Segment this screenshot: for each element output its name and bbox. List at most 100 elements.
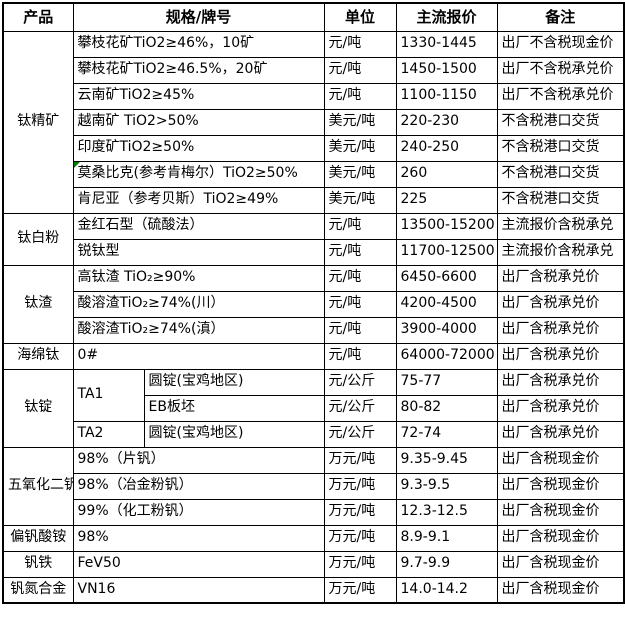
table-row: 越南矿 TiO2>50% 美元/吨 220-230 不含税港口交货 (3, 108, 625, 136)
price-cell: 1330-1445 (395, 30, 498, 58)
spec-cell: 酸溶渣TiO₂≥74%(川） (72, 290, 325, 318)
unit-cell: 美元/吨 (323, 160, 397, 188)
spec-cell: 云南矿TiO2≥45% (72, 82, 325, 110)
table-row: 钛渣 高钛渣 TiO₂≥90% 元/吨 6450-6600 出厂含税承兑价 (2, 264, 625, 344)
table-row: 99%（化工粉钒） 万元/吨 12.3-12.5 出厂含税现金价 (3, 498, 625, 526)
grade-cell: TA2 (72, 420, 145, 448)
column-header-product: 产品 (2, 2, 74, 32)
product-cell: 偏钒酸铵 (2, 524, 74, 552)
spec-text: 莫桑比克(参考肯梅尔）TiO2≥50% (77, 165, 298, 182)
column-header-price: 主流报价 (395, 2, 498, 32)
product-cell: 钛渣 (2, 264, 74, 344)
unit-cell: 美元/吨 (323, 186, 397, 214)
price-cell: 14.0-14.2 (395, 576, 498, 604)
unit-cell: 万元/吨 (323, 524, 397, 552)
note-cell: 出厂含税现金价 (496, 550, 625, 578)
product-cell: 钛白粉 (2, 212, 74, 266)
spec-cell: 越南矿 TiO2>50% (72, 108, 325, 136)
unit-cell: 万元/吨 (323, 446, 397, 474)
note-cell: 出厂含税承兑价 (496, 394, 625, 422)
price-cell: 240-250 (395, 134, 498, 162)
column-header-note: 备注 (496, 2, 625, 32)
table-row: 钒铁 FeV50 万元/吨 9.7-9.9 出厂含税现金价 (2, 550, 625, 578)
price-cell: 11700-12500 (395, 238, 498, 266)
note-cell: 出厂含税承兑价 (496, 342, 625, 370)
unit-cell: 元/吨 (323, 82, 397, 110)
table-row: 钛锭 TA1 圆锭(宝鸡地区) 元/公斤 75-77 出厂含税承兑价 (2, 368, 625, 448)
table-row: 莫桑比克(参考肯梅尔）TiO2≥50% 美元/吨 260 不含税港口交货 (3, 160, 625, 188)
price-cell: 1450-1500 (395, 56, 498, 84)
unit-cell: 元/吨 (323, 238, 397, 266)
spec-cell: EB板坯 (143, 394, 325, 422)
table-row: 钛白粉 金红石型（硫酸法） 元/吨 13500-15200 主流报价含税承兑 (2, 212, 625, 266)
product-cell: 五氧化二钒 (2, 446, 74, 526)
table-row: 98%（冶金粉钒） 万元/吨 9.3-9.5 出厂含税现金价 (3, 472, 625, 500)
note-cell: 主流报价含税承兑 (496, 212, 625, 240)
spec-cell: 攀枝花矿TiO2≥46.5%，20矿 (72, 56, 325, 84)
price-cell: 9.3-9.5 (395, 472, 498, 500)
note-cell: 出厂含税承兑价 (496, 290, 625, 318)
price-cell: 8.9-9.1 (395, 524, 498, 552)
price-cell: 3900-4000 (395, 316, 498, 344)
product-cell: 钛精矿 (2, 30, 74, 214)
note-cell: 不含税港口交货 (496, 160, 625, 188)
unit-cell: 元/吨 (323, 30, 397, 58)
note-cell: 出厂含税承兑价 (496, 368, 625, 396)
note-cell: 出厂含税现金价 (496, 498, 625, 526)
note-cell: 不含税港口交货 (496, 186, 625, 214)
header-row: 产品 规格/牌号 单位 主流报价 备注 (2, 2, 625, 32)
grade-cell: TA1 (72, 368, 145, 422)
spec-cell: 98% (72, 524, 325, 552)
note-cell: 出厂含税现金价 (496, 472, 625, 500)
table-row: 肯尼亚（参考贝斯）TiO2≥49% 美元/吨 225 不含税港口交货 (3, 186, 625, 214)
note-cell: 出厂不含税承兑价 (496, 56, 625, 84)
table-row: EB板坯 元/公斤 80-82 出厂含税承兑价 (3, 394, 625, 422)
spec-cell: 酸溶渣TiO₂≥74%(滇） (72, 316, 325, 344)
table-row: 五氧化二钒 98%（片钒） 万元/吨 9.35-9.45 出厂含税现金价 (2, 446, 625, 526)
unit-cell: 元/吨 (323, 342, 397, 370)
note-cell: 出厂含税承兑价 (496, 316, 625, 344)
spec-cell: 金红石型（硫酸法） (72, 212, 325, 240)
note-cell: 出厂含税现金价 (496, 446, 625, 474)
table-row: 酸溶渣TiO₂≥74%(滇） 元/吨 3900-4000 出厂含税承兑价 (3, 316, 625, 344)
unit-cell: 美元/吨 (323, 134, 397, 162)
price-cell: 9.35-9.45 (395, 446, 498, 474)
comment-marker-icon (74, 162, 80, 168)
column-header-unit: 单位 (323, 2, 397, 32)
spec-cell: 锐钛型 (72, 238, 325, 266)
price-cell: 220-230 (395, 108, 498, 136)
unit-cell: 元/公斤 (323, 394, 397, 422)
unit-cell: 元/公斤 (323, 420, 397, 448)
spec-cell: 98%（片钒） (72, 446, 325, 474)
table-row: 云南矿TiO2≥45% 元/吨 1100-1150 出厂不含税承兑价 (3, 82, 625, 110)
spec-cell: 肯尼亚（参考贝斯）TiO2≥49% (72, 186, 325, 214)
price-cell: 6450-6600 (395, 264, 498, 292)
table-row: 钛精矿 攀枝花矿TiO2≥46%，10矿 元/吨 1330-1445 出厂不含税… (2, 30, 625, 214)
note-cell: 出厂含税现金价 (496, 576, 625, 604)
note-cell: 出厂不含税现金价 (496, 30, 625, 58)
unit-cell: 万元/吨 (323, 472, 397, 500)
spec-cell: 圆锭(宝鸡地区) (143, 368, 325, 396)
unit-cell: 元/吨 (323, 264, 397, 292)
table-row: 海绵钛 0# 元/吨 64000-72000 出厂含税承兑价 (2, 342, 625, 370)
unit-cell: 万元/吨 (323, 550, 397, 578)
note-cell: 出厂含税承兑价 (496, 264, 625, 292)
spec-cell: FeV50 (72, 550, 325, 578)
spec-cell: 99%（化工粉钒） (72, 498, 325, 526)
note-cell: 出厂含税承兑价 (496, 420, 625, 448)
price-cell: 4200-4500 (395, 290, 498, 318)
price-cell: 64000-72000 (395, 342, 498, 370)
table-row: 酸溶渣TiO₂≥74%(川） 元/吨 4200-4500 出厂含税承兑价 (3, 290, 625, 318)
table-row: 攀枝花矿TiO2≥46.5%，20矿 元/吨 1450-1500 出厂不含税承兑… (3, 56, 625, 84)
spec-cell: 印度矿TiO2≥50% (72, 134, 325, 162)
price-cell: 1100-1150 (395, 82, 498, 110)
column-header-spec: 规格/牌号 (72, 2, 325, 32)
note-cell: 主流报价含税承兑 (496, 238, 625, 266)
note-cell: 出厂不含税承兑价 (496, 82, 625, 110)
product-cell: 钒铁 (2, 550, 74, 578)
spec-cell: 攀枝花矿TiO2≥46%，10矿 (72, 30, 325, 58)
price-table: 产品 规格/牌号 单位 主流报价 备注 钛精矿 攀枝花矿TiO2≥46%，10矿… (2, 2, 625, 604)
spec-cell: 98%（冶金粉钒） (72, 472, 325, 500)
unit-cell: 元/吨 (323, 212, 397, 240)
note-cell: 不含税港口交货 (496, 134, 625, 162)
